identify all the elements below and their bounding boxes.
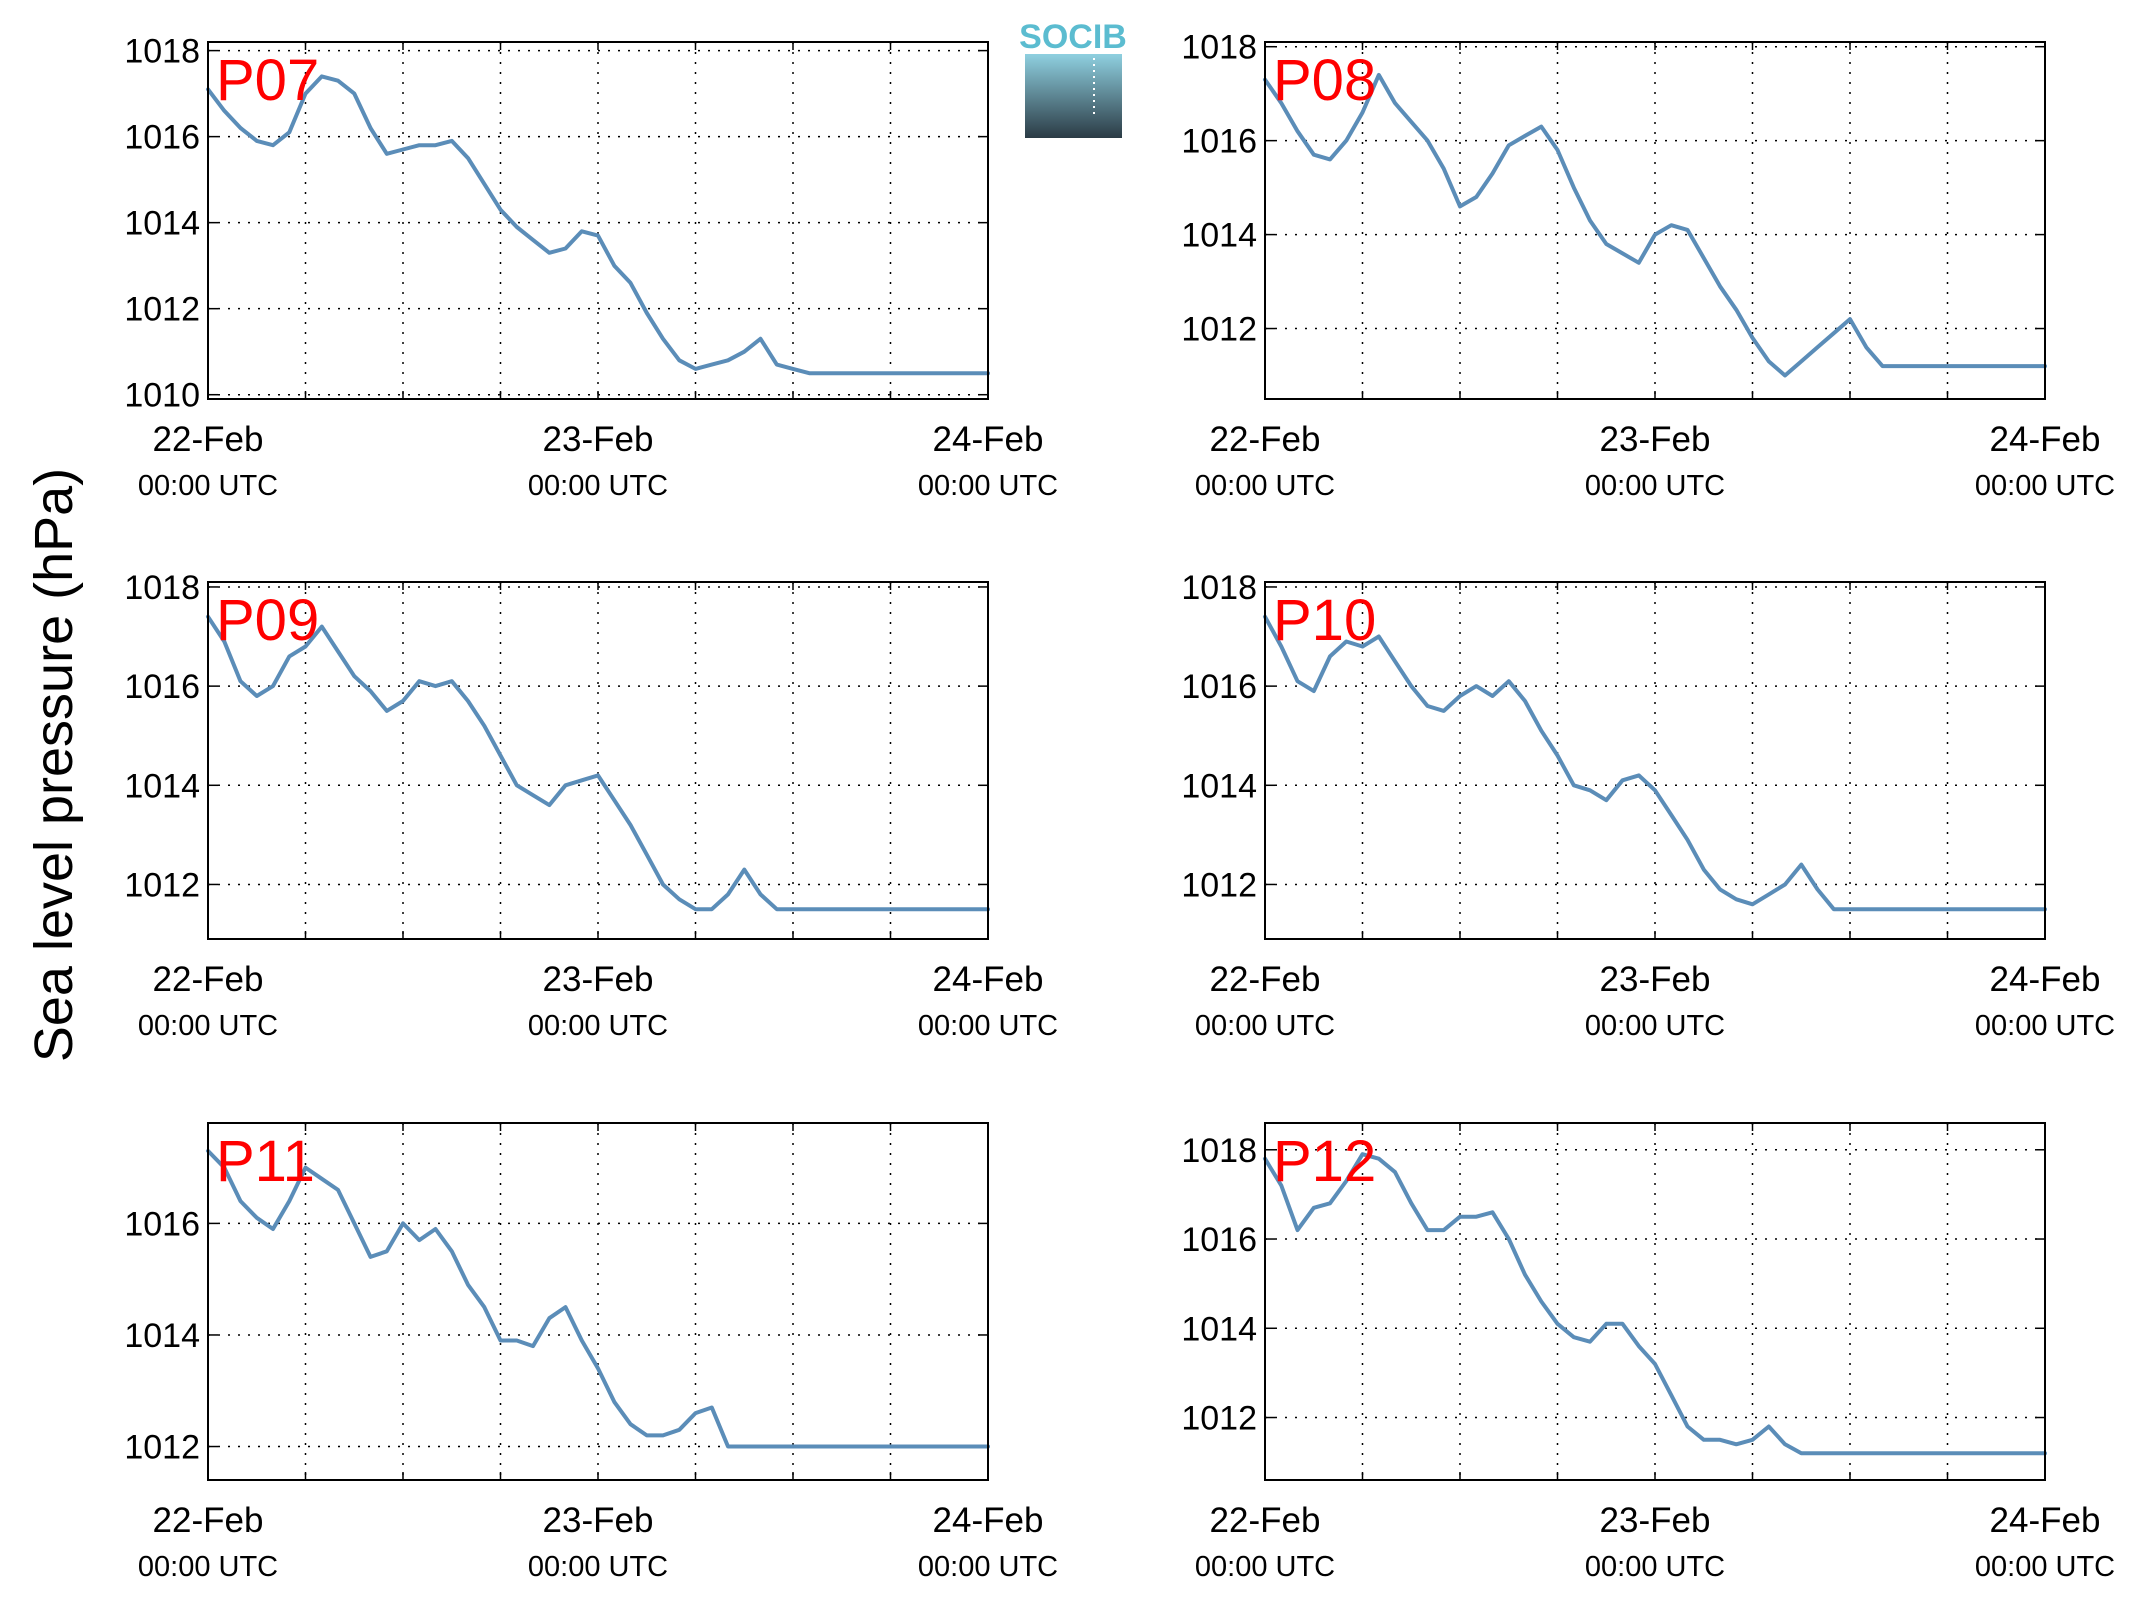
y-tick-label: 1012 <box>1181 1400 1257 1438</box>
panel-label: P08 <box>1273 48 1376 113</box>
y-tick-label: 1012 <box>1181 866 1257 904</box>
x-tick-label-time: 00:00 UTC <box>1585 470 1725 502</box>
y-tick-label: 1012 <box>124 1429 200 1467</box>
x-tick-label-time: 00:00 UTC <box>1975 1551 2115 1583</box>
x-tick-label-date: 22-Feb <box>1210 960 1321 999</box>
x-tick-label-date: 22-Feb <box>1210 1501 1321 1540</box>
y-tick-label: 1014 <box>124 767 200 805</box>
x-tick-label-date: 23-Feb <box>543 960 654 999</box>
panel-p10: 1012 1014 1016 1018 22-Feb 00:00 UTC 23-Feb 00:… <box>1181 569 2115 1042</box>
x-tick-label-date: 22-Feb <box>153 960 264 999</box>
x-tick-label-date: 22-Feb <box>153 1501 264 1540</box>
panel-p07: 1010 1012 1014 1016 1018 22-Feb 00:00 UTC 23-Fe… <box>124 33 1058 502</box>
y-tick-label: 1012 <box>1181 311 1257 349</box>
x-tick-label-time: 00:00 UTC <box>528 1010 668 1042</box>
y-tick-label: 1018 <box>124 33 200 71</box>
x-tick-label-time: 00:00 UTC <box>918 1551 1058 1583</box>
axes-frame <box>207 1122 989 1481</box>
x-tick-label-date: 22-Feb <box>153 420 264 459</box>
x-tick-label-time: 00:00 UTC <box>1585 1551 1725 1583</box>
panel-p11: 1012 1014 1016 22-Feb 00:00 UTC 23-Feb 00:00 U… <box>124 1122 1058 1583</box>
series-line <box>206 74 990 376</box>
panel-label: P09 <box>216 588 319 653</box>
y-tick-label: 1012 <box>124 291 200 329</box>
x-tick-label-date: 23-Feb <box>1600 1501 1711 1540</box>
axes-frame <box>207 41 989 400</box>
y-tick-label: 1016 <box>1181 1221 1257 1259</box>
x-tick-label-time: 00:00 UTC <box>138 470 278 502</box>
x-tick-label-date: 24-Feb <box>933 960 1044 999</box>
socib-logo: SOCIB <box>1019 18 1127 138</box>
x-tick-label-time: 00:00 UTC <box>1195 470 1335 502</box>
y-tick-label: 1018 <box>1181 1132 1257 1170</box>
y-tick-label: 1018 <box>1181 569 1257 607</box>
x-tick-label-time: 00:00 UTC <box>528 470 668 502</box>
logo-block <box>1025 54 1122 138</box>
y-tick-label: 1014 <box>1181 767 1257 805</box>
x-tick-label-date: 23-Feb <box>543 420 654 459</box>
series-line <box>1263 72 2047 378</box>
x-tick-label-time: 00:00 UTC <box>1975 1010 2115 1042</box>
y-tick-label: 1010 <box>124 377 200 415</box>
axes-frame <box>1264 41 2046 400</box>
x-tick-label-time: 00:00 UTC <box>918 1010 1058 1042</box>
panel-p08: 1012 1014 1016 1018 22-Feb 00:00 UTC 23-Feb 00:… <box>1181 29 2115 502</box>
y-tick-label: 1016 <box>1181 123 1257 161</box>
x-tick-label-date: 24-Feb <box>1990 1501 2101 1540</box>
y-axis-label: Sea level pressure (hPa) <box>24 468 84 1062</box>
x-tick-label-time: 00:00 UTC <box>1195 1551 1335 1583</box>
panel-label: P12 <box>1273 1129 1376 1194</box>
y-tick-label: 1018 <box>1181 29 1257 67</box>
y-tick-label: 1016 <box>1181 668 1257 706</box>
x-tick-label-time: 00:00 UTC <box>1585 1010 1725 1042</box>
x-tick-label-time: 00:00 UTC <box>1195 1010 1335 1042</box>
axes-frame <box>1264 581 2046 940</box>
y-tick-label: 1012 <box>124 866 200 904</box>
logo-text: SOCIB <box>1019 18 1127 56</box>
x-tick-label-date: 24-Feb <box>1990 960 2101 999</box>
x-tick-label-time: 00:00 UTC <box>918 470 1058 502</box>
x-tick-label-date: 22-Feb <box>1210 420 1321 459</box>
series-line <box>1263 614 2047 912</box>
panel-label: P10 <box>1273 588 1376 653</box>
x-tick-label-date: 24-Feb <box>933 420 1044 459</box>
y-tick-label: 1014 <box>124 205 200 243</box>
axes-frame <box>1264 1122 2046 1481</box>
y-tick-label: 1016 <box>124 668 200 706</box>
y-tick-label: 1014 <box>124 1317 200 1355</box>
x-tick-label-date: 23-Feb <box>1600 420 1711 459</box>
x-tick-label-time: 00:00 UTC <box>1975 470 2115 502</box>
series-line <box>1263 1152 2047 1456</box>
y-tick-label: 1016 <box>124 119 200 157</box>
panel-label: P07 <box>216 48 319 113</box>
x-tick-label-time: 00:00 UTC <box>138 1010 278 1042</box>
axes-frame <box>207 581 989 940</box>
x-tick-label-date: 23-Feb <box>543 1501 654 1540</box>
y-tick-label: 1016 <box>124 1205 200 1243</box>
panel-p12: 1012 1014 1016 1018 22-Feb 00:00 UTC 23-Feb 00:… <box>1181 1122 2115 1583</box>
panel-label: P11 <box>216 1129 315 1194</box>
x-tick-label-time: 00:00 UTC <box>528 1551 668 1583</box>
panel-p09: 1012 1014 1016 1018 22-Feb 00:00 UTC 23-Feb 00:… <box>124 569 1058 1042</box>
x-tick-label-time: 00:00 UTC <box>138 1551 278 1583</box>
y-tick-label: 1014 <box>1181 1310 1257 1348</box>
series-line <box>206 1148 990 1449</box>
x-tick-label-date: 24-Feb <box>933 1501 1044 1540</box>
x-tick-label-date: 24-Feb <box>1990 420 2101 459</box>
series-line <box>206 614 990 912</box>
x-tick-label-date: 23-Feb <box>1600 960 1711 999</box>
y-tick-label: 1018 <box>124 569 200 607</box>
y-tick-label: 1014 <box>1181 217 1257 255</box>
panels: 1010 1012 1014 1016 1018 22-Feb 00:00 UTC 23-Fe… <box>124 29 2115 1583</box>
